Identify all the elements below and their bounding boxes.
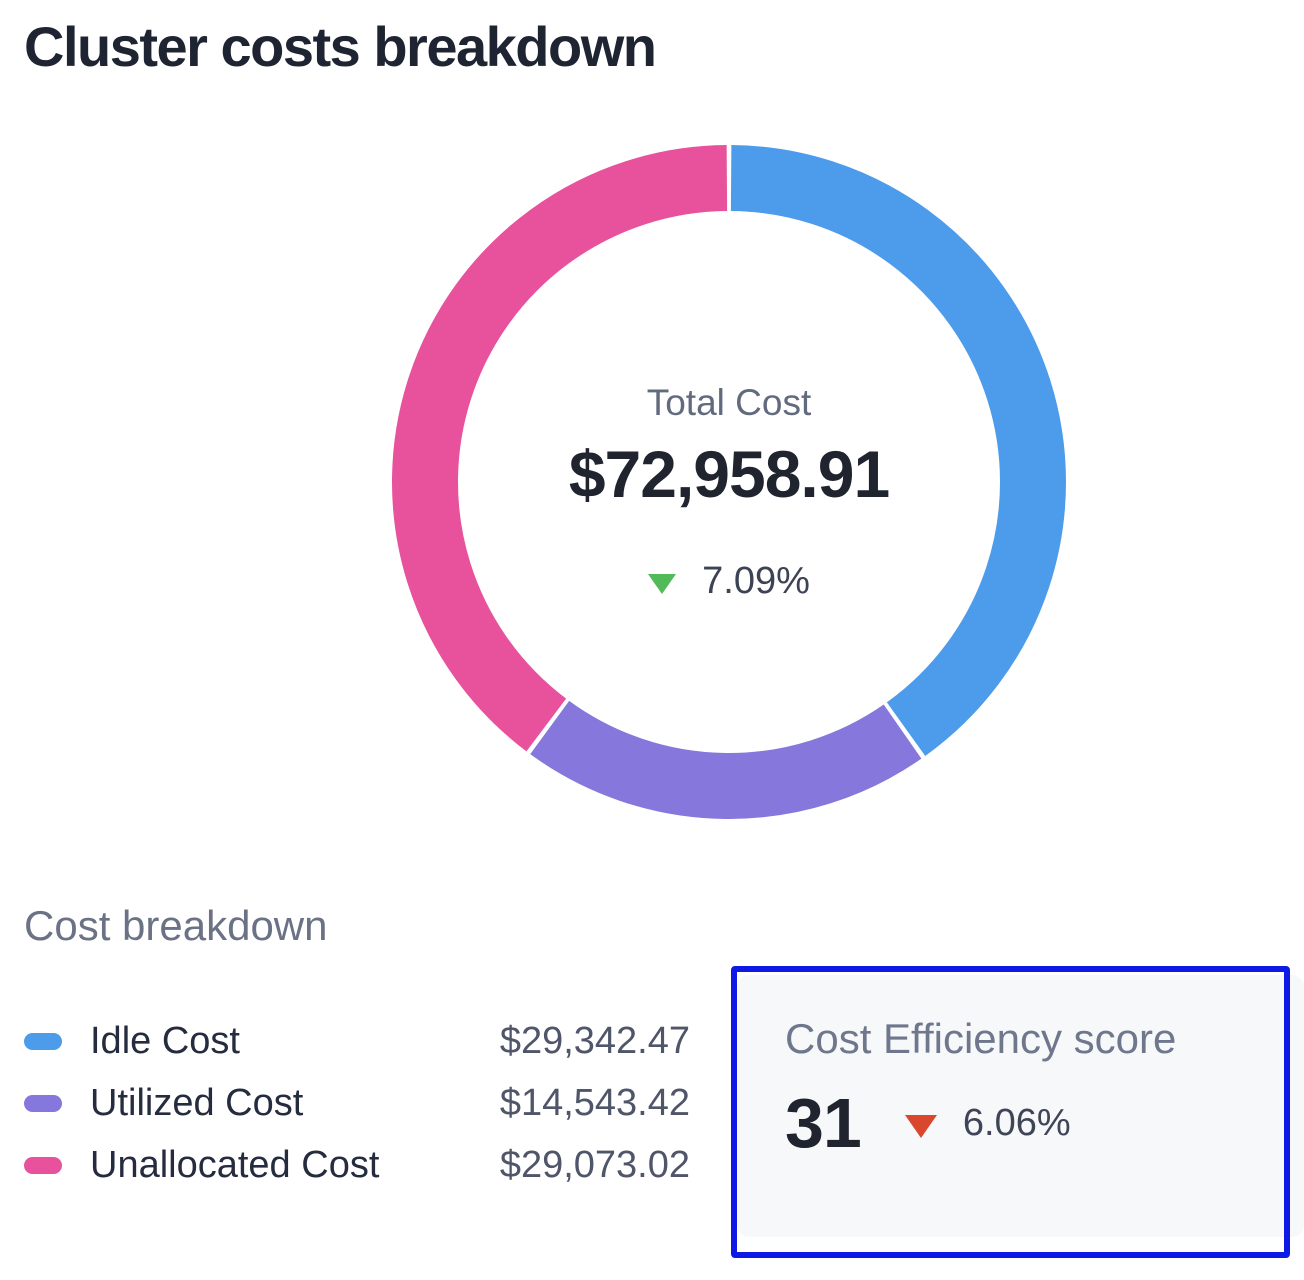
donut-center-label: Total Cost: [646, 382, 812, 423]
donut-center-delta-value: 7.09%: [702, 560, 810, 602]
trend-down-icon: [648, 574, 677, 594]
legend-item-utilized-cost[interactable]: Utilized Cost $14,543.42: [24, 1072, 690, 1134]
donut-segment-unallocated-cost[interactable]: [392, 145, 728, 752]
page-title: Cluster costs breakdown: [24, 15, 657, 78]
breakdown-heading: Cost breakdown: [24, 902, 328, 949]
donut-center-delta: 7.09%: [389, 560, 1069, 603]
legend-label: Unallocated Cost: [90, 1143, 380, 1186]
legend-label: Idle Cost: [90, 1019, 240, 1062]
trend-down-icon: [904, 1114, 937, 1138]
legend-value: $29,342.47: [499, 1019, 690, 1062]
legend-value: $29,073.02: [499, 1143, 690, 1186]
legend-item-idle-cost[interactable]: Idle Cost $29,342.47: [24, 1010, 690, 1072]
legend-item-unallocated-cost[interactable]: Unallocated Cost $29,073.02: [24, 1134, 690, 1196]
donut-ring: [392, 145, 1066, 819]
utilized-cost-swatch-icon: [24, 1094, 62, 1112]
idle-cost-swatch-icon: [24, 1032, 62, 1050]
cost-efficiency-card: Cost Efficiency score 31 6.06%: [737, 975, 1304, 1237]
donut-segment-idle-cost[interactable]: [730, 145, 1066, 756]
donut-chart: Total Cost $72,958.91 7.09%: [389, 142, 1069, 822]
unallocated-cost-swatch-icon: [24, 1156, 62, 1174]
highlight-box: [731, 966, 1290, 1258]
legend-value: $14,543.42: [499, 1081, 690, 1124]
cost-efficiency-score-row: 31 6.06%: [785, 1087, 1071, 1159]
legend-label: Utilized Cost: [90, 1081, 304, 1124]
donut-center: Total Cost $72,958.91 7.09%: [389, 142, 1069, 822]
donut-center-value: $72,958.91: [568, 437, 890, 511]
cost-efficiency-delta: 6.06%: [962, 1101, 1071, 1144]
donut-segment-utilized-cost[interactable]: [530, 700, 922, 819]
cost-breakdown-legend: Idle Cost $29,342.47 Utilized Cost $14,5…: [24, 1010, 690, 1196]
cost-efficiency-heading: Cost Efficiency score: [785, 1015, 1177, 1062]
cost-efficiency-score: 31: [785, 1084, 862, 1162]
